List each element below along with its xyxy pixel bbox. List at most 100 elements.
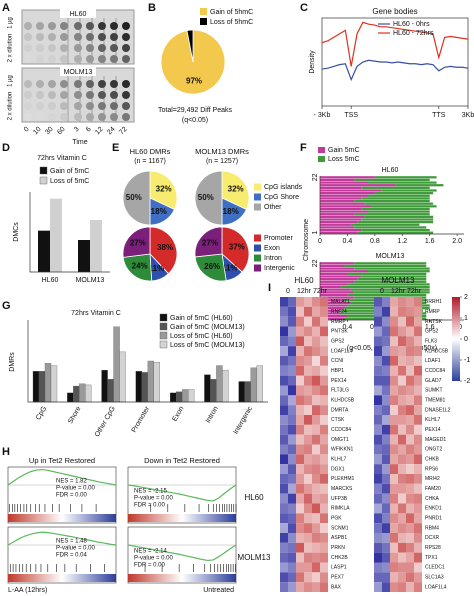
heat-cell: [390, 454, 398, 465]
bar-segment: [320, 181, 368, 184]
heat-cell: [406, 523, 414, 533]
heat-cell: [398, 454, 406, 465]
bar: [38, 371, 46, 403]
heat-cell: [398, 395, 406, 406]
heat-cell: [390, 316, 398, 327]
bar-segment: [361, 228, 430, 232]
heat-cell: [304, 424, 312, 435]
pie-label: 38%: [157, 243, 173, 252]
es-curve: [7, 531, 117, 546]
bar: [38, 230, 50, 272]
stat: P-value = 0.00: [134, 556, 174, 562]
pie-label: 11%: [149, 264, 165, 273]
bar-segment: [320, 178, 355, 182]
heat-cell: [390, 542, 398, 553]
blot-dot: [36, 91, 44, 99]
heat-cell: [320, 572, 328, 583]
note: (q<0.05): [182, 117, 208, 124]
bar-segment: [320, 275, 362, 278]
pie-label: 32%: [228, 184, 244, 193]
blot-dot: [98, 33, 106, 41]
heat-cell: [382, 395, 390, 406]
heat-cell: [390, 533, 398, 543]
pie-label: 50%: [198, 193, 214, 202]
heat-cell: [280, 533, 288, 543]
bar-segment: [320, 283, 348, 286]
heat-cell: [406, 493, 414, 504]
heat-cell: [390, 464, 398, 474]
heat-cell: [390, 395, 398, 406]
blot-dot: [98, 44, 106, 52]
blot-dot: [98, 80, 106, 88]
bar-segment: [347, 272, 427, 275]
blot-dot: [74, 33, 82, 41]
heat-cell: [312, 454, 320, 465]
heat-cell: [398, 562, 406, 573]
legend-label: Loss 5mC: [328, 156, 360, 163]
bar-segment: [347, 283, 430, 286]
heat-cell: [374, 454, 382, 465]
heat-cell: [406, 415, 414, 425]
stat: NES = 1.48: [56, 539, 88, 545]
bar-segment: [320, 304, 348, 307]
time-label: 12: [94, 126, 105, 137]
x-tick-label: 0.8: [370, 238, 380, 245]
heat-cell: [398, 297, 406, 307]
heat-cell: [398, 503, 406, 514]
heat-cell: [304, 365, 312, 376]
heat-cell: [312, 444, 320, 455]
stat: NES = 1.82: [56, 479, 88, 485]
legend-swatch: [159, 331, 168, 340]
x-tick-label: CpG: [35, 405, 48, 421]
legend-label: Other: [264, 204, 282, 211]
heat-cell: [374, 483, 382, 494]
heat-cell: [398, 493, 406, 504]
heat-cell: [288, 523, 296, 533]
bar-segment: [361, 207, 430, 211]
panel-letter: D: [2, 142, 10, 154]
gene-label: CCNI: [331, 358, 343, 364]
bar: [141, 372, 149, 403]
heat-cell: [374, 336, 382, 347]
x-tick-label: 0.4: [343, 238, 353, 245]
es-curve: [127, 484, 237, 502]
bar-segment: [320, 307, 344, 310]
blot-dot: [36, 113, 44, 121]
blot-dot: [110, 91, 118, 99]
heat-cell: [296, 523, 304, 533]
gene-label: PRKN: [331, 545, 345, 551]
bar-segment: [368, 270, 430, 273]
gene-label: FLT3LG: [331, 388, 349, 394]
blot-dot: [86, 55, 94, 63]
legend-swatch: [254, 264, 261, 272]
row-label: 1 µg: [8, 17, 14, 29]
blot-dot: [36, 102, 44, 110]
time-label: 24: [106, 126, 117, 137]
heat-cell: [304, 326, 312, 337]
heat-cell: [398, 444, 406, 455]
blot-dot: [86, 80, 94, 88]
heat-cell: [280, 483, 288, 494]
legend-label: Loss of 5hmC: [210, 19, 253, 26]
blot-dot: [48, 33, 56, 41]
heat-cell: [414, 493, 422, 504]
blot-dot: [24, 55, 32, 63]
heat-cell: [320, 533, 328, 543]
bar: [175, 391, 183, 403]
heat-cell: [312, 474, 320, 484]
gene-label: DCXR: [425, 535, 440, 541]
bar-segment: [320, 189, 382, 192]
x-tick-label: TSS: [344, 112, 358, 119]
legend-swatch: [254, 183, 261, 191]
heat-cell: [280, 444, 288, 455]
blot-dot: [74, 113, 82, 121]
heat-cell: [382, 326, 390, 337]
bar: [90, 220, 102, 272]
heat-cell: [312, 306, 320, 317]
gene-label: PNRD1: [425, 516, 442, 522]
block-title: MOLM13: [382, 276, 415, 285]
legend-swatch: [39, 166, 48, 175]
heat-cell: [390, 336, 398, 347]
heat-cell: [280, 464, 288, 474]
heat-cell: [382, 444, 390, 455]
